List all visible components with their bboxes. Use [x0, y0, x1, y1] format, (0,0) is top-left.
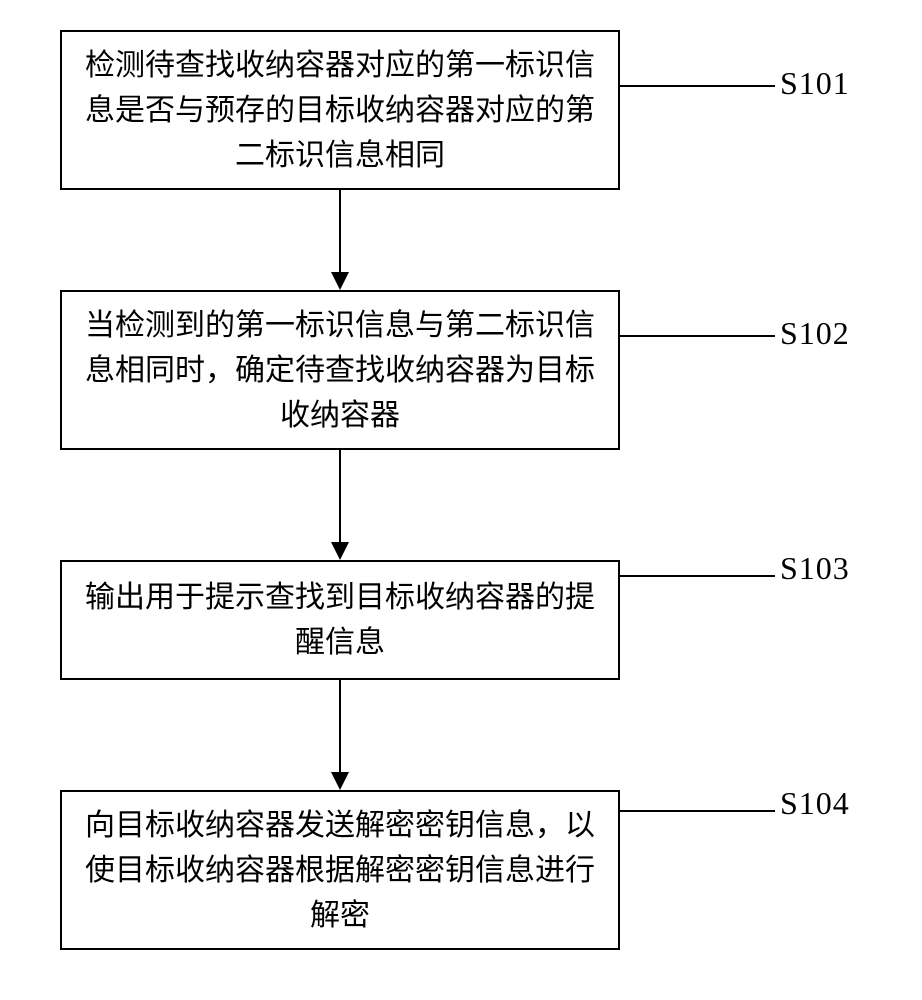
step-label-s101: S101 [780, 65, 850, 102]
step-text: 向目标收纳容器发送解密密钥信息，以使目标收纳容器根据解密密钥信息进行解密 [82, 803, 598, 938]
step-label-s102: S102 [780, 315, 850, 352]
step-label-s103: S103 [780, 550, 850, 587]
step-text: 检测待查找收纳容器对应的第一标识信息是否与预存的目标收纳容器对应的第二标识信息相… [82, 43, 598, 178]
label-connector [620, 575, 775, 577]
label-connector [620, 810, 775, 812]
step-text: 输出用于提示查找到目标收纳容器的提醒信息 [82, 575, 598, 665]
step-text: 当检测到的第一标识信息与第二标识信息相同时，确定待查找收纳容器为目标收纳容器 [82, 303, 598, 438]
label-connector [620, 85, 775, 87]
step-box-s103: 输出用于提示查找到目标收纳容器的提醒信息 [60, 560, 620, 680]
step-box-s101: 检测待查找收纳容器对应的第一标识信息是否与预存的目标收纳容器对应的第二标识信息相… [60, 30, 620, 190]
arrow-down-icon [325, 190, 355, 290]
arrow-down-icon [325, 680, 355, 790]
label-connector [620, 335, 775, 337]
step-box-s102: 当检测到的第一标识信息与第二标识信息相同时，确定待查找收纳容器为目标收纳容器 [60, 290, 620, 450]
step-label-text: S104 [780, 785, 850, 821]
step-box-s104: 向目标收纳容器发送解密密钥信息，以使目标收纳容器根据解密密钥信息进行解密 [60, 790, 620, 950]
arrow-down-icon [325, 450, 355, 560]
step-label-text: S103 [780, 550, 850, 586]
step-label-text: S102 [780, 315, 850, 351]
step-label-s104: S104 [780, 785, 850, 822]
step-label-text: S101 [780, 65, 850, 101]
